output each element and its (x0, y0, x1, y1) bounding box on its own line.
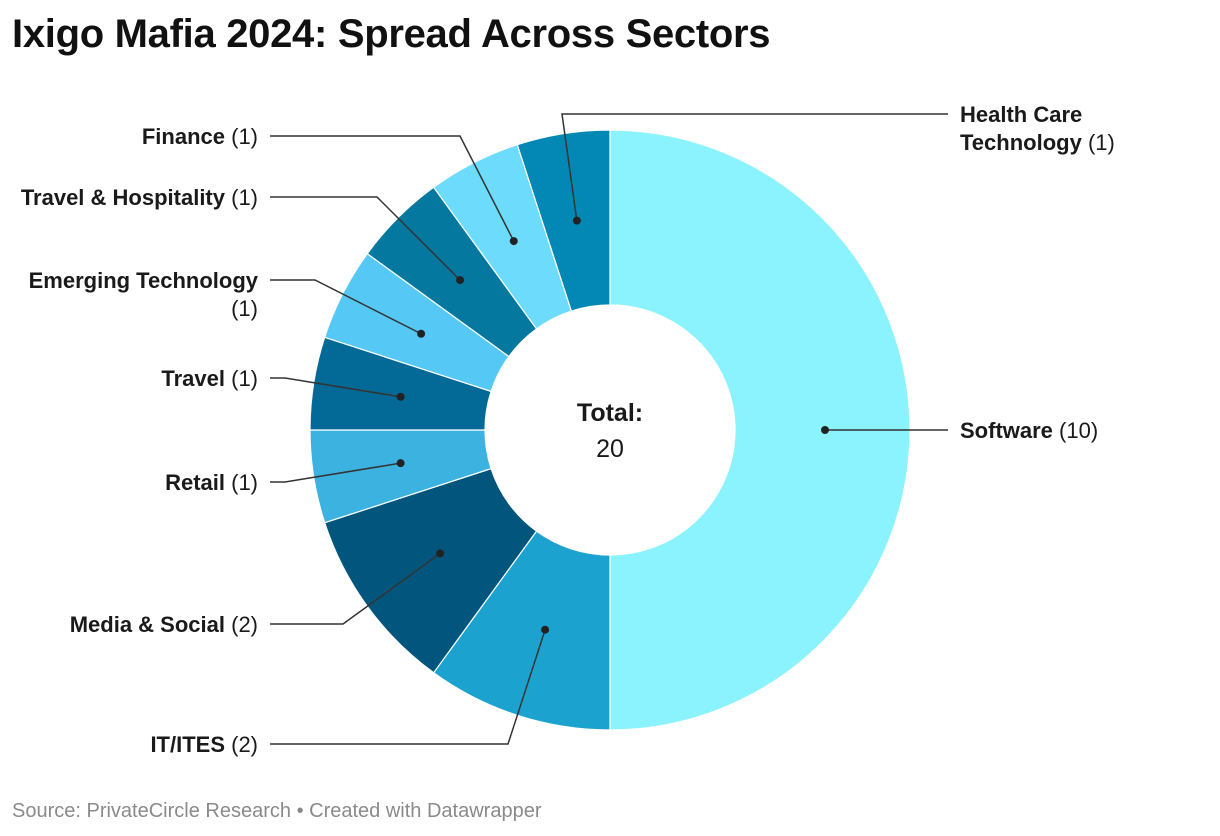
leader-dot-health-care-technology (572, 216, 581, 225)
leader-dot-software (821, 426, 829, 434)
slice-media-and-social (323, 467, 538, 674)
footer-separator: • (296, 800, 304, 822)
leader-dot-finance (509, 237, 518, 246)
leader-line-media-and-social (270, 552, 441, 625)
source-text: Source: PrivateCircle Research (12, 800, 291, 822)
leader-line-travel (270, 377, 401, 398)
footer: Source: PrivateCircle Research • Created… (12, 800, 541, 823)
label-travel-and-hospitality: Travel & Hospitality (1) (21, 185, 258, 210)
leader-line-health-care-technology (561, 113, 948, 221)
leader-dot-travel (396, 392, 405, 401)
label-finance: Finance (1) (142, 124, 258, 149)
label-software: Software (10) (960, 418, 1098, 443)
center-total-label: Total: (577, 399, 643, 427)
slice-software (609, 129, 911, 731)
leader-line-travel-and-hospitality (270, 196, 461, 281)
label-travel: Travel (1) (161, 366, 258, 391)
label-media-and-social: Media & Social (2) (70, 612, 258, 637)
slices-group (309, 129, 911, 731)
credit-text: Created with Datawrapper (309, 800, 542, 822)
leader-line-finance (270, 135, 515, 242)
leader-line-retail (270, 462, 401, 483)
center-total-value: 20 (596, 435, 624, 463)
chart-title: Ixigo Mafia 2024: Spread Across Sectors (12, 12, 771, 56)
slice-health-care-technology (516, 129, 611, 312)
leader-dot-emerging-technology (417, 329, 426, 338)
leader-dot-travel-and-hospitality (456, 276, 465, 285)
slice-it-ites (432, 530, 611, 731)
leader-dot-media-and-social (436, 549, 445, 558)
leader-dot-retail (396, 459, 405, 468)
callouts-group: Software (10) IT/ITES (2) Media & Social (… (21, 102, 1115, 757)
label-emerging-technology: Emerging Technology (1) (29, 268, 259, 321)
leader-dot-it-ites (541, 625, 550, 634)
label-it-ites: IT/ITES (2) (150, 732, 258, 757)
leader-line-emerging-technology (270, 279, 422, 335)
leader-line-it-ites (270, 629, 546, 745)
label-health-care-technology: Health Care Technology (1) (960, 102, 1115, 155)
label-retail: Retail (1) (165, 470, 258, 495)
